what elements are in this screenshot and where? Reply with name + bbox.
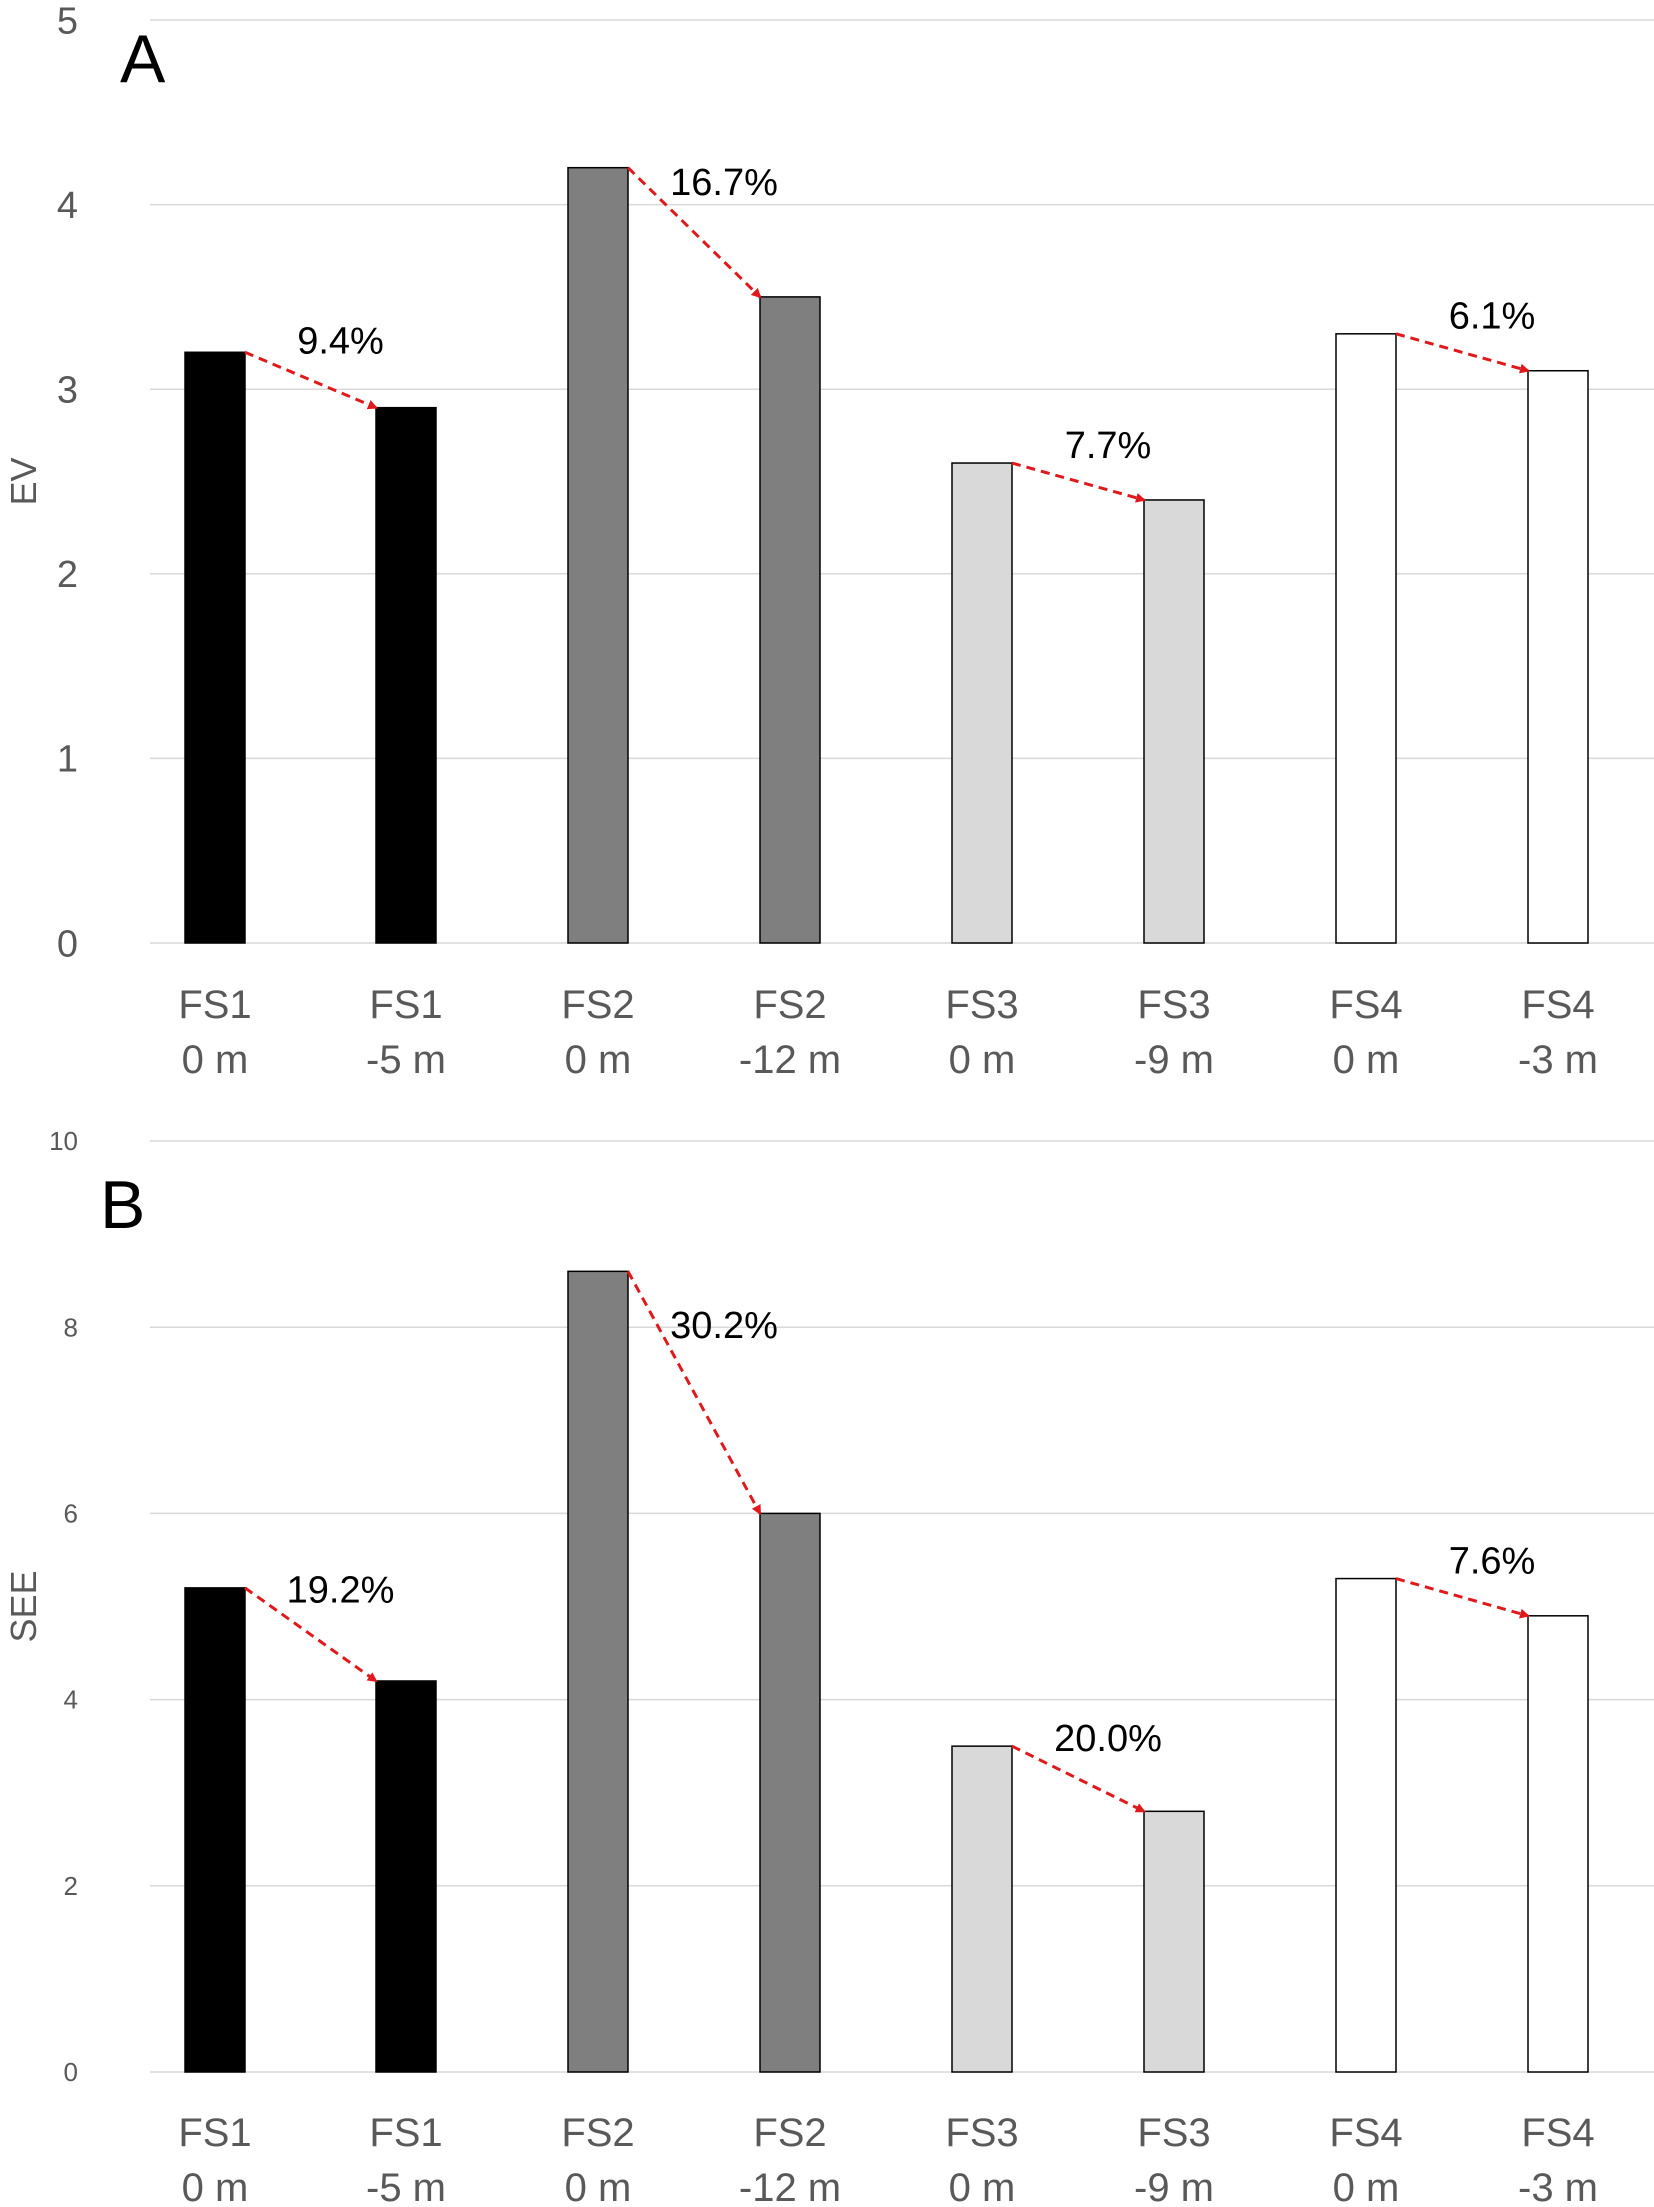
x-tick-label-depth: 0 m [565, 1038, 632, 1082]
bar-fs1-surface [184, 1587, 246, 2073]
x-tick-label-depth: 0 m [1333, 2166, 1400, 2207]
change-arrow [244, 1586, 378, 1683]
x-tick-label-depth: -9 m [1134, 1038, 1214, 1082]
bar-fs3-surface [951, 462, 1013, 944]
bar-fs4-surface [1335, 333, 1397, 944]
change-arrow [1395, 332, 1530, 374]
bar-fs2-depth [759, 1512, 821, 2073]
x-tick-label-depth: -3 m [1518, 2166, 1598, 2207]
change-arrow [1395, 1577, 1530, 1619]
y-axis-label: EV [3, 457, 44, 505]
x-tick-label-site: FS4 [1329, 983, 1402, 1027]
bar-fs1-surface [184, 351, 246, 944]
percent-change-label: 6.1% [1449, 296, 1536, 338]
y-tick-label: 1 [57, 739, 78, 781]
bar-fs4-depth [1527, 1615, 1589, 2073]
y-tick-label: 4 [64, 1685, 78, 1715]
x-tick-label-depth: -5 m [366, 1038, 446, 1082]
bar-fs2-surface [567, 166, 629, 944]
y-tick-label: 2 [57, 554, 78, 596]
bar-fs3-depth [1143, 499, 1205, 944]
x-tick-label-site: FS3 [945, 2111, 1018, 2155]
change-arrow [626, 166, 762, 299]
x-tick-label-site: FS4 [1521, 2111, 1594, 2155]
bar-fs4-surface [1335, 1577, 1397, 2073]
change-arrow [1011, 461, 1146, 503]
y-tick-label: 0 [57, 923, 78, 965]
x-tick-label-site: FS1 [369, 2111, 442, 2155]
x-tick-label-site: FS2 [561, 983, 634, 1027]
x-tick-label-site: FS3 [1137, 983, 1210, 1027]
y-tick-label: 10 [49, 1126, 78, 1156]
chart-panel-b: 0 2 4 6 8 10 SEE B FS1 0 m FS1 -5 m FS2 0 m FS2 -12 m FS… [3, 1126, 1654, 2207]
change-arrow [244, 350, 378, 410]
change-arrow [626, 1270, 762, 1516]
percent-change-label: 9.4% [297, 321, 384, 363]
x-tick-label-site: FS1 [178, 983, 251, 1027]
change-arrow [1011, 1744, 1146, 1813]
x-tick-label-depth: 0 m [182, 1038, 249, 1082]
x-tick-label-depth: 0 m [949, 1038, 1016, 1082]
x-tick-label-depth: -9 m [1134, 2166, 1214, 2207]
chart-panel-a: 0 1 2 3 4 5 EV A FS1 0 m FS1 -5 m FS2 0 m FS2 -12 m FS3 0… [3, 0, 1654, 1082]
bar-fs4-depth [1527, 369, 1589, 944]
x-tick-label-depth: -3 m [1518, 1038, 1598, 1082]
percent-change-label: 16.7% [670, 162, 778, 204]
y-tick-label: 0 [64, 2057, 78, 2087]
bar-fs2-depth [759, 296, 821, 944]
x-tick-label-depth: 0 m [949, 2166, 1016, 2207]
y-tick-label: 3 [57, 370, 78, 412]
x-tick-label-depth: -12 m [739, 1038, 841, 1082]
y-axis-label: SEE [3, 1570, 44, 1642]
percent-change-label: 19.2% [287, 1569, 395, 1611]
x-tick-label-depth: -5 m [366, 2166, 446, 2207]
x-tick-label-site: FS2 [753, 983, 826, 1027]
bar-fs3-surface [951, 1745, 1013, 2073]
panel-label: B [100, 1167, 145, 1243]
x-tick-label-site: FS2 [753, 2111, 826, 2155]
x-tick-label-site: FS4 [1329, 2111, 1402, 2155]
x-tick-label-site: FS1 [369, 983, 442, 1027]
bar-fs3-depth [1143, 1810, 1205, 2073]
y-tick-label: 2 [64, 1871, 78, 1901]
percent-change-label: 20.0% [1054, 1718, 1162, 1760]
bar-fs2-surface [567, 1270, 629, 2073]
x-tick-label-site: FS3 [1137, 2111, 1210, 2155]
x-tick-label-depth: 0 m [1333, 1038, 1400, 1082]
y-tick-label: 4 [57, 185, 78, 227]
x-tick-label-depth: 0 m [182, 2166, 249, 2207]
y-tick-label: 5 [57, 0, 78, 42]
x-tick-label-site: FS1 [178, 2111, 251, 2155]
percent-change-label: 7.6% [1449, 1541, 1536, 1583]
percent-change-label: 7.7% [1065, 425, 1152, 467]
x-tick-label-site: FS4 [1521, 983, 1594, 1027]
x-tick-label-depth: 0 m [565, 2166, 632, 2207]
panel-label: A [120, 21, 166, 97]
y-tick-label: 8 [64, 1312, 78, 1342]
x-tick-label-site: FS3 [945, 983, 1018, 1027]
bar-fs1-depth [375, 1680, 437, 2073]
percent-change-label: 30.2% [670, 1305, 778, 1347]
x-tick-label-site: FS2 [561, 2111, 634, 2155]
x-tick-label-depth: -12 m [739, 2166, 841, 2207]
y-tick-label: 6 [64, 1499, 78, 1529]
bar-fs1-depth [375, 406, 437, 944]
